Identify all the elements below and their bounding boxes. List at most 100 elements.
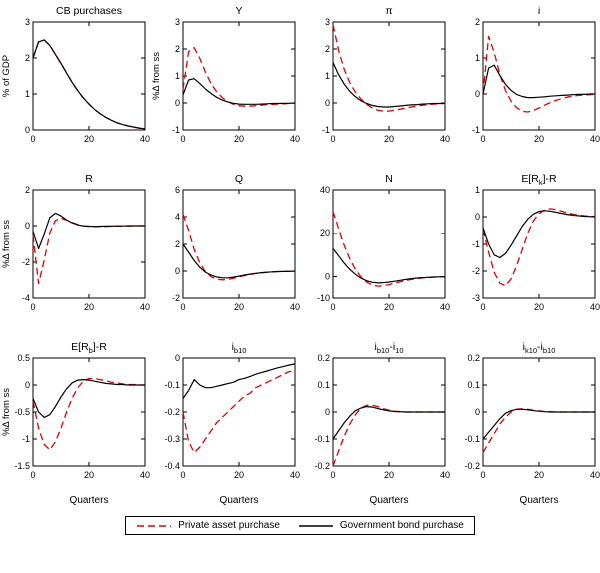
series-lines xyxy=(332,404,445,467)
svg-text:-3: -3 xyxy=(472,293,480,303)
subplot-r: R %Δ from ss -4 -2 0 2 0 20 40 xyxy=(0,172,150,326)
subplot-i-k10-i-b10: ik10-ib10 -0.2 -0.1 0 0.1 0.2 0 20 40 Quarters xyxy=(450,340,600,508)
axes-box xyxy=(32,189,146,299)
series-government-bond-purchase xyxy=(32,39,146,130)
y-axis-label: % of GDP xyxy=(1,54,12,98)
svg-text:0: 0 xyxy=(25,125,30,135)
tick-labels: -0.2 -0.1 0 0.1 0.2 0 20 40 xyxy=(464,353,600,480)
svg-text:1: 1 xyxy=(475,53,480,63)
subplot-: π -1 0 1 2 3 0 20 40 xyxy=(300,4,450,158)
svg-text:1: 1 xyxy=(475,186,480,195)
svg-text:20: 20 xyxy=(384,134,394,144)
series-lines xyxy=(482,408,595,453)
svg-text:40: 40 xyxy=(440,302,450,312)
tick-labels: -0.2 -0.1 0 0.1 0.2 0 20 40 xyxy=(314,353,450,480)
series-government-bond-purchase xyxy=(32,212,145,250)
subplot-title: CB purchases xyxy=(56,5,122,17)
svg-text:40: 40 xyxy=(440,470,450,480)
subplot-title: ib10 xyxy=(231,341,247,356)
svg-text:-0.2: -0.2 xyxy=(164,407,180,417)
svg-text:0.1: 0.1 xyxy=(467,380,480,390)
series-government-bond-purchase xyxy=(182,243,296,279)
axes-box xyxy=(482,189,596,299)
svg-text:2: 2 xyxy=(25,53,30,63)
series-private-asset-purchase xyxy=(32,39,146,130)
svg-text:20: 20 xyxy=(384,470,394,480)
svg-text:-0.1: -0.1 xyxy=(164,380,180,390)
legend-solid-line-icon xyxy=(298,524,333,527)
svg-text:40: 40 xyxy=(590,302,600,312)
series-private-asset-purchase xyxy=(332,24,446,112)
svg-text:0: 0 xyxy=(475,407,480,417)
subplot-title: N xyxy=(385,173,393,185)
x-axis-label: Quarters xyxy=(69,495,109,506)
svg-text:20: 20 xyxy=(234,302,244,312)
svg-text:40: 40 xyxy=(440,134,450,144)
svg-text:0: 0 xyxy=(25,221,30,231)
subplot-title: E[Rb]-R xyxy=(71,341,107,356)
series-lines xyxy=(182,214,296,281)
svg-text:20: 20 xyxy=(320,228,330,238)
series-lines xyxy=(482,208,596,287)
series-government-bond-purchase xyxy=(482,408,595,440)
svg-text:-2: -2 xyxy=(472,266,480,276)
svg-text:1: 1 xyxy=(175,71,180,81)
svg-text:40: 40 xyxy=(290,302,300,312)
subplot-title: Y xyxy=(235,5,243,17)
subplot-title: R xyxy=(85,173,93,185)
svg-text:0: 0 xyxy=(475,89,480,99)
svg-text:20: 20 xyxy=(84,302,94,312)
svg-text:40: 40 xyxy=(590,134,600,144)
svg-text:2: 2 xyxy=(175,239,180,249)
svg-text:0: 0 xyxy=(175,98,180,108)
tick-labels: -1.5 -1 -0.5 0 0.5 0 20 40 xyxy=(14,353,150,480)
svg-text:0: 0 xyxy=(330,134,335,144)
plot-canvas-cb-purchases: 0 1 2 3 0 20 40 xyxy=(25,17,150,144)
series-private-asset-purchase xyxy=(332,211,446,287)
axes-box xyxy=(182,189,296,299)
svg-text:0: 0 xyxy=(330,302,335,312)
axes-box xyxy=(332,21,446,131)
svg-text:-0.2: -0.2 xyxy=(314,461,330,471)
series-private-asset-purchase xyxy=(482,35,596,113)
series-government-bond-purchase xyxy=(332,62,446,108)
axes-box xyxy=(182,357,296,467)
svg-text:1: 1 xyxy=(25,89,30,99)
svg-text:6: 6 xyxy=(175,186,180,195)
svg-text:0.1: 0.1 xyxy=(317,380,330,390)
svg-text:0: 0 xyxy=(175,354,180,363)
svg-text:0: 0 xyxy=(325,271,330,281)
series-lines xyxy=(182,363,296,454)
svg-text:2: 2 xyxy=(175,44,180,54)
plot-canvas-e-r-b-r: -1.5 -1 -0.5 0 0.5 0 20 40 xyxy=(14,353,150,480)
series-government-bond-purchase xyxy=(32,379,145,419)
svg-text:0: 0 xyxy=(175,266,180,276)
svg-text:0.2: 0.2 xyxy=(467,354,480,363)
svg-text:20: 20 xyxy=(534,302,544,312)
svg-text:3: 3 xyxy=(25,18,30,27)
subplot-q: Q -2 0 2 4 6 0 20 40 xyxy=(150,172,300,326)
svg-text:3: 3 xyxy=(325,18,330,27)
svg-text:-0.5: -0.5 xyxy=(14,407,30,417)
svg-text:40: 40 xyxy=(290,470,300,480)
svg-text:0: 0 xyxy=(30,134,35,144)
svg-text:40: 40 xyxy=(590,470,600,480)
svg-text:2: 2 xyxy=(325,44,330,54)
svg-text:-0.1: -0.1 xyxy=(314,434,330,444)
series-government-bond-purchase xyxy=(182,363,296,399)
axes-box xyxy=(182,21,296,131)
plot-canvas-i-b10-i-10: -0.2 -0.1 0 0.1 0.2 0 20 40 xyxy=(314,353,450,480)
axes-box xyxy=(332,189,446,299)
svg-text:0.2: 0.2 xyxy=(317,354,330,363)
x-axis-label: Quarters xyxy=(369,495,409,506)
svg-text:-2: -2 xyxy=(172,293,180,303)
svg-text:-0.4: -0.4 xyxy=(164,461,180,471)
svg-text:0: 0 xyxy=(325,407,330,417)
svg-text:-1: -1 xyxy=(172,125,180,135)
